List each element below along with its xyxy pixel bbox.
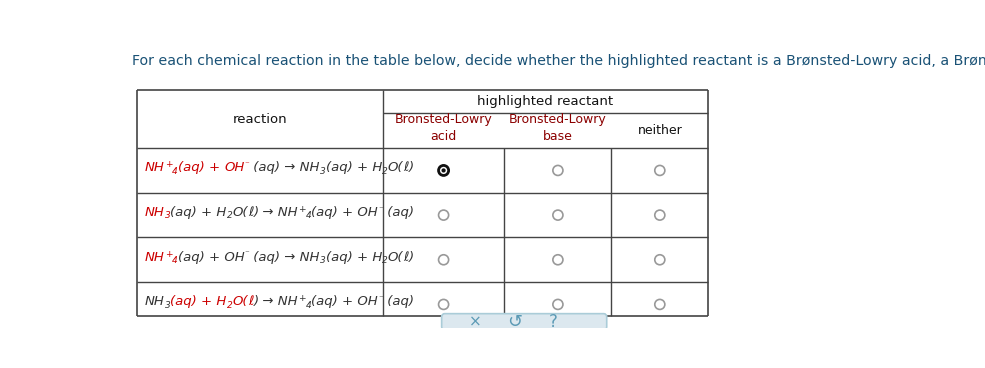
Text: (aq) → NH: (aq) → NH — [249, 161, 320, 174]
Text: (aq) → NH: (aq) → NH — [249, 251, 320, 263]
Text: NH: NH — [145, 295, 164, 308]
Text: +: + — [164, 160, 172, 169]
Text: ⁻: ⁻ — [378, 205, 383, 214]
Text: ): ) — [409, 251, 414, 263]
Text: (aq) + OH: (aq) + OH — [311, 295, 378, 308]
Text: (aq) + OH: (aq) + OH — [178, 251, 244, 263]
Text: O(: O( — [232, 295, 248, 308]
FancyBboxPatch shape — [441, 314, 607, 330]
Text: Bronsted-Lowry
base: Bronsted-Lowry base — [509, 113, 607, 144]
Text: 2: 2 — [227, 301, 232, 309]
Text: O(: O( — [388, 161, 403, 174]
Text: O(: O( — [232, 206, 248, 219]
Text: 4: 4 — [305, 211, 311, 220]
Text: +: + — [298, 294, 305, 303]
Text: ): ) — [409, 161, 414, 174]
Text: 2: 2 — [382, 167, 388, 176]
Text: +: + — [164, 250, 172, 259]
Text: 3: 3 — [320, 256, 326, 265]
Text: ×: × — [470, 314, 482, 329]
Text: 3: 3 — [320, 167, 326, 176]
Text: ⁻: ⁻ — [378, 294, 383, 303]
Circle shape — [441, 168, 445, 173]
Text: 4: 4 — [172, 256, 178, 265]
Text: +: + — [298, 205, 305, 214]
Text: ℓ: ℓ — [248, 295, 253, 308]
Text: ℓ: ℓ — [403, 161, 409, 174]
Text: NH: NH — [145, 251, 164, 263]
Text: reaction: reaction — [232, 113, 288, 126]
Text: ℓ: ℓ — [248, 206, 253, 219]
Text: 4: 4 — [172, 167, 178, 176]
Text: 2: 2 — [227, 211, 232, 220]
Text: (aq) + H: (aq) + H — [326, 161, 382, 174]
Text: (aq) + H: (aq) + H — [326, 251, 382, 263]
Text: highlighted reactant: highlighted reactant — [478, 95, 614, 108]
Text: (aq): (aq) — [383, 206, 414, 219]
Text: 4: 4 — [305, 301, 311, 309]
Text: (aq) +: (aq) + — [178, 161, 225, 174]
Text: 3: 3 — [164, 301, 170, 309]
Text: ?: ? — [549, 313, 558, 331]
Text: (aq): (aq) — [383, 295, 414, 308]
Text: 3: 3 — [164, 211, 170, 220]
Text: NH: NH — [145, 206, 164, 219]
Text: NH: NH — [145, 161, 164, 174]
Text: neither: neither — [637, 124, 683, 137]
Text: ⁻: ⁻ — [244, 160, 249, 169]
Text: (aq) + H: (aq) + H — [170, 295, 227, 308]
Text: OH: OH — [225, 161, 244, 174]
Text: (aq) + OH: (aq) + OH — [311, 206, 378, 219]
Text: Bronsted-Lowry
acid: Bronsted-Lowry acid — [395, 113, 492, 144]
Text: ℓ: ℓ — [403, 251, 409, 263]
Text: O(: O( — [388, 251, 403, 263]
Text: 2: 2 — [382, 256, 388, 265]
Text: ) → NH: ) → NH — [253, 206, 298, 219]
Text: For each chemical reaction in the table below, decide whether the highlighted re: For each chemical reaction in the table … — [132, 54, 985, 68]
Text: ↺: ↺ — [507, 313, 522, 331]
Text: (aq) + H: (aq) + H — [170, 206, 227, 219]
Text: ) → NH: ) → NH — [253, 295, 298, 308]
Text: ⁻: ⁻ — [244, 250, 249, 259]
